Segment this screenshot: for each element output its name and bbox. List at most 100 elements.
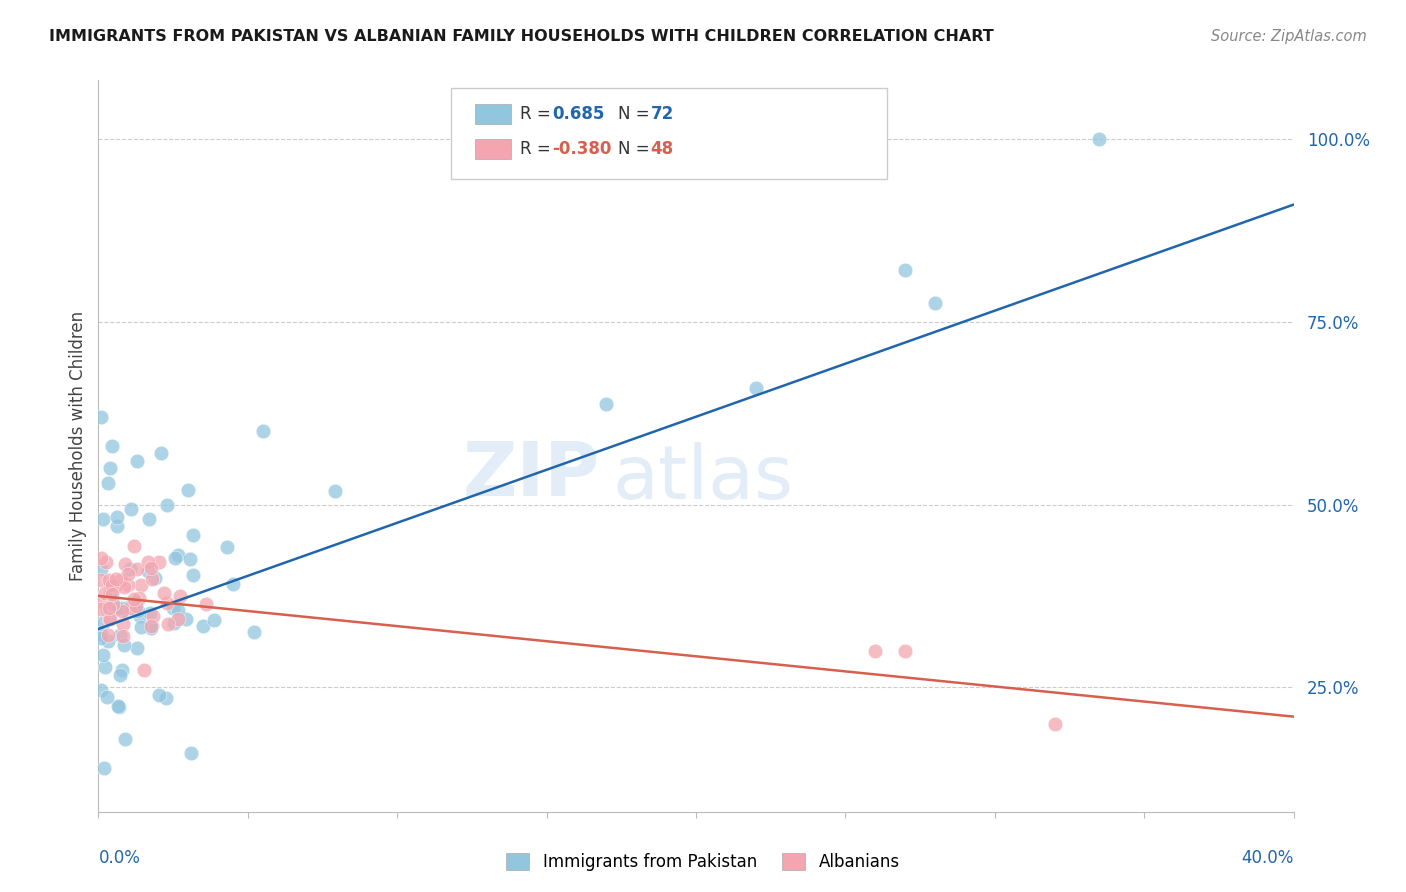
Point bbox=[142, 608, 165, 623]
Point bbox=[167, 612, 190, 626]
Point bbox=[114, 731, 136, 746]
Point bbox=[118, 600, 141, 615]
Point bbox=[169, 589, 191, 603]
Point bbox=[155, 691, 177, 706]
FancyBboxPatch shape bbox=[475, 139, 510, 160]
Point bbox=[90, 551, 112, 566]
Point bbox=[153, 586, 176, 600]
Point bbox=[132, 663, 155, 677]
Point bbox=[112, 580, 135, 594]
Text: N =: N = bbox=[619, 140, 655, 158]
Point bbox=[111, 616, 134, 631]
Point bbox=[97, 475, 120, 490]
Text: 72: 72 bbox=[651, 105, 673, 123]
Point bbox=[181, 567, 204, 582]
Point bbox=[96, 690, 118, 704]
Point bbox=[129, 578, 152, 592]
Point bbox=[157, 617, 180, 632]
Point bbox=[125, 562, 148, 576]
Point bbox=[166, 548, 188, 562]
Point bbox=[98, 577, 121, 591]
Point bbox=[117, 566, 139, 581]
Point bbox=[128, 591, 150, 605]
Point bbox=[194, 597, 217, 611]
Point bbox=[165, 551, 187, 566]
Point bbox=[127, 604, 149, 618]
Point bbox=[107, 601, 129, 615]
Point bbox=[117, 578, 139, 592]
Point bbox=[108, 668, 131, 682]
Point bbox=[127, 641, 149, 656]
Text: 0.685: 0.685 bbox=[553, 105, 605, 123]
Point bbox=[222, 577, 245, 591]
Point bbox=[91, 595, 114, 609]
Point bbox=[125, 599, 148, 613]
Point bbox=[118, 562, 141, 576]
Text: 40.0%: 40.0% bbox=[1241, 849, 1294, 867]
Point bbox=[141, 561, 163, 575]
Text: R =: R = bbox=[520, 105, 557, 123]
Point bbox=[103, 601, 125, 615]
Point bbox=[90, 562, 112, 576]
Point bbox=[91, 648, 114, 663]
Point bbox=[141, 573, 163, 587]
Point bbox=[111, 663, 134, 677]
Point bbox=[217, 540, 239, 554]
Point bbox=[94, 555, 117, 569]
Point bbox=[148, 556, 170, 570]
Point bbox=[97, 612, 120, 626]
Point bbox=[865, 644, 887, 658]
Point bbox=[125, 453, 148, 467]
Point bbox=[138, 512, 160, 526]
Point bbox=[1088, 132, 1111, 146]
Point bbox=[98, 574, 121, 588]
Point bbox=[93, 615, 115, 629]
Point bbox=[129, 609, 152, 624]
Point bbox=[97, 628, 120, 642]
Point bbox=[156, 498, 179, 512]
Point bbox=[114, 638, 136, 652]
Point bbox=[105, 572, 128, 586]
Point bbox=[108, 700, 131, 714]
Point bbox=[90, 627, 112, 641]
Text: -0.380: -0.380 bbox=[553, 140, 612, 158]
Point bbox=[93, 512, 115, 526]
Point bbox=[111, 600, 134, 615]
Point bbox=[148, 688, 170, 702]
Point bbox=[122, 591, 145, 606]
Point bbox=[105, 519, 128, 533]
Point bbox=[90, 409, 112, 424]
Point bbox=[143, 570, 166, 584]
Point bbox=[191, 619, 214, 633]
Point bbox=[120, 502, 142, 516]
Point bbox=[120, 600, 142, 615]
Point bbox=[90, 631, 112, 645]
Text: N =: N = bbox=[619, 105, 655, 123]
Point bbox=[129, 620, 152, 634]
Point bbox=[96, 601, 118, 615]
Point bbox=[202, 613, 225, 627]
Point bbox=[100, 578, 122, 592]
Y-axis label: Family Households with Children: Family Households with Children bbox=[69, 311, 87, 581]
Point bbox=[90, 602, 112, 616]
Point bbox=[98, 461, 121, 475]
Point bbox=[105, 509, 128, 524]
Point bbox=[98, 586, 121, 600]
Point bbox=[149, 446, 172, 460]
Point bbox=[101, 597, 124, 611]
Legend: Immigrants from Pakistan, Albanians: Immigrants from Pakistan, Albanians bbox=[498, 845, 908, 880]
Text: 48: 48 bbox=[651, 140, 673, 158]
Point bbox=[93, 761, 115, 775]
Point bbox=[111, 604, 134, 618]
Point bbox=[162, 600, 184, 615]
Point bbox=[90, 573, 112, 587]
Point bbox=[141, 621, 163, 635]
Point bbox=[94, 660, 117, 674]
Point bbox=[107, 698, 129, 713]
Point bbox=[101, 587, 124, 601]
Point bbox=[98, 612, 121, 626]
Point bbox=[139, 606, 162, 620]
Point bbox=[595, 397, 617, 411]
Point bbox=[97, 633, 120, 648]
Point bbox=[110, 574, 132, 588]
